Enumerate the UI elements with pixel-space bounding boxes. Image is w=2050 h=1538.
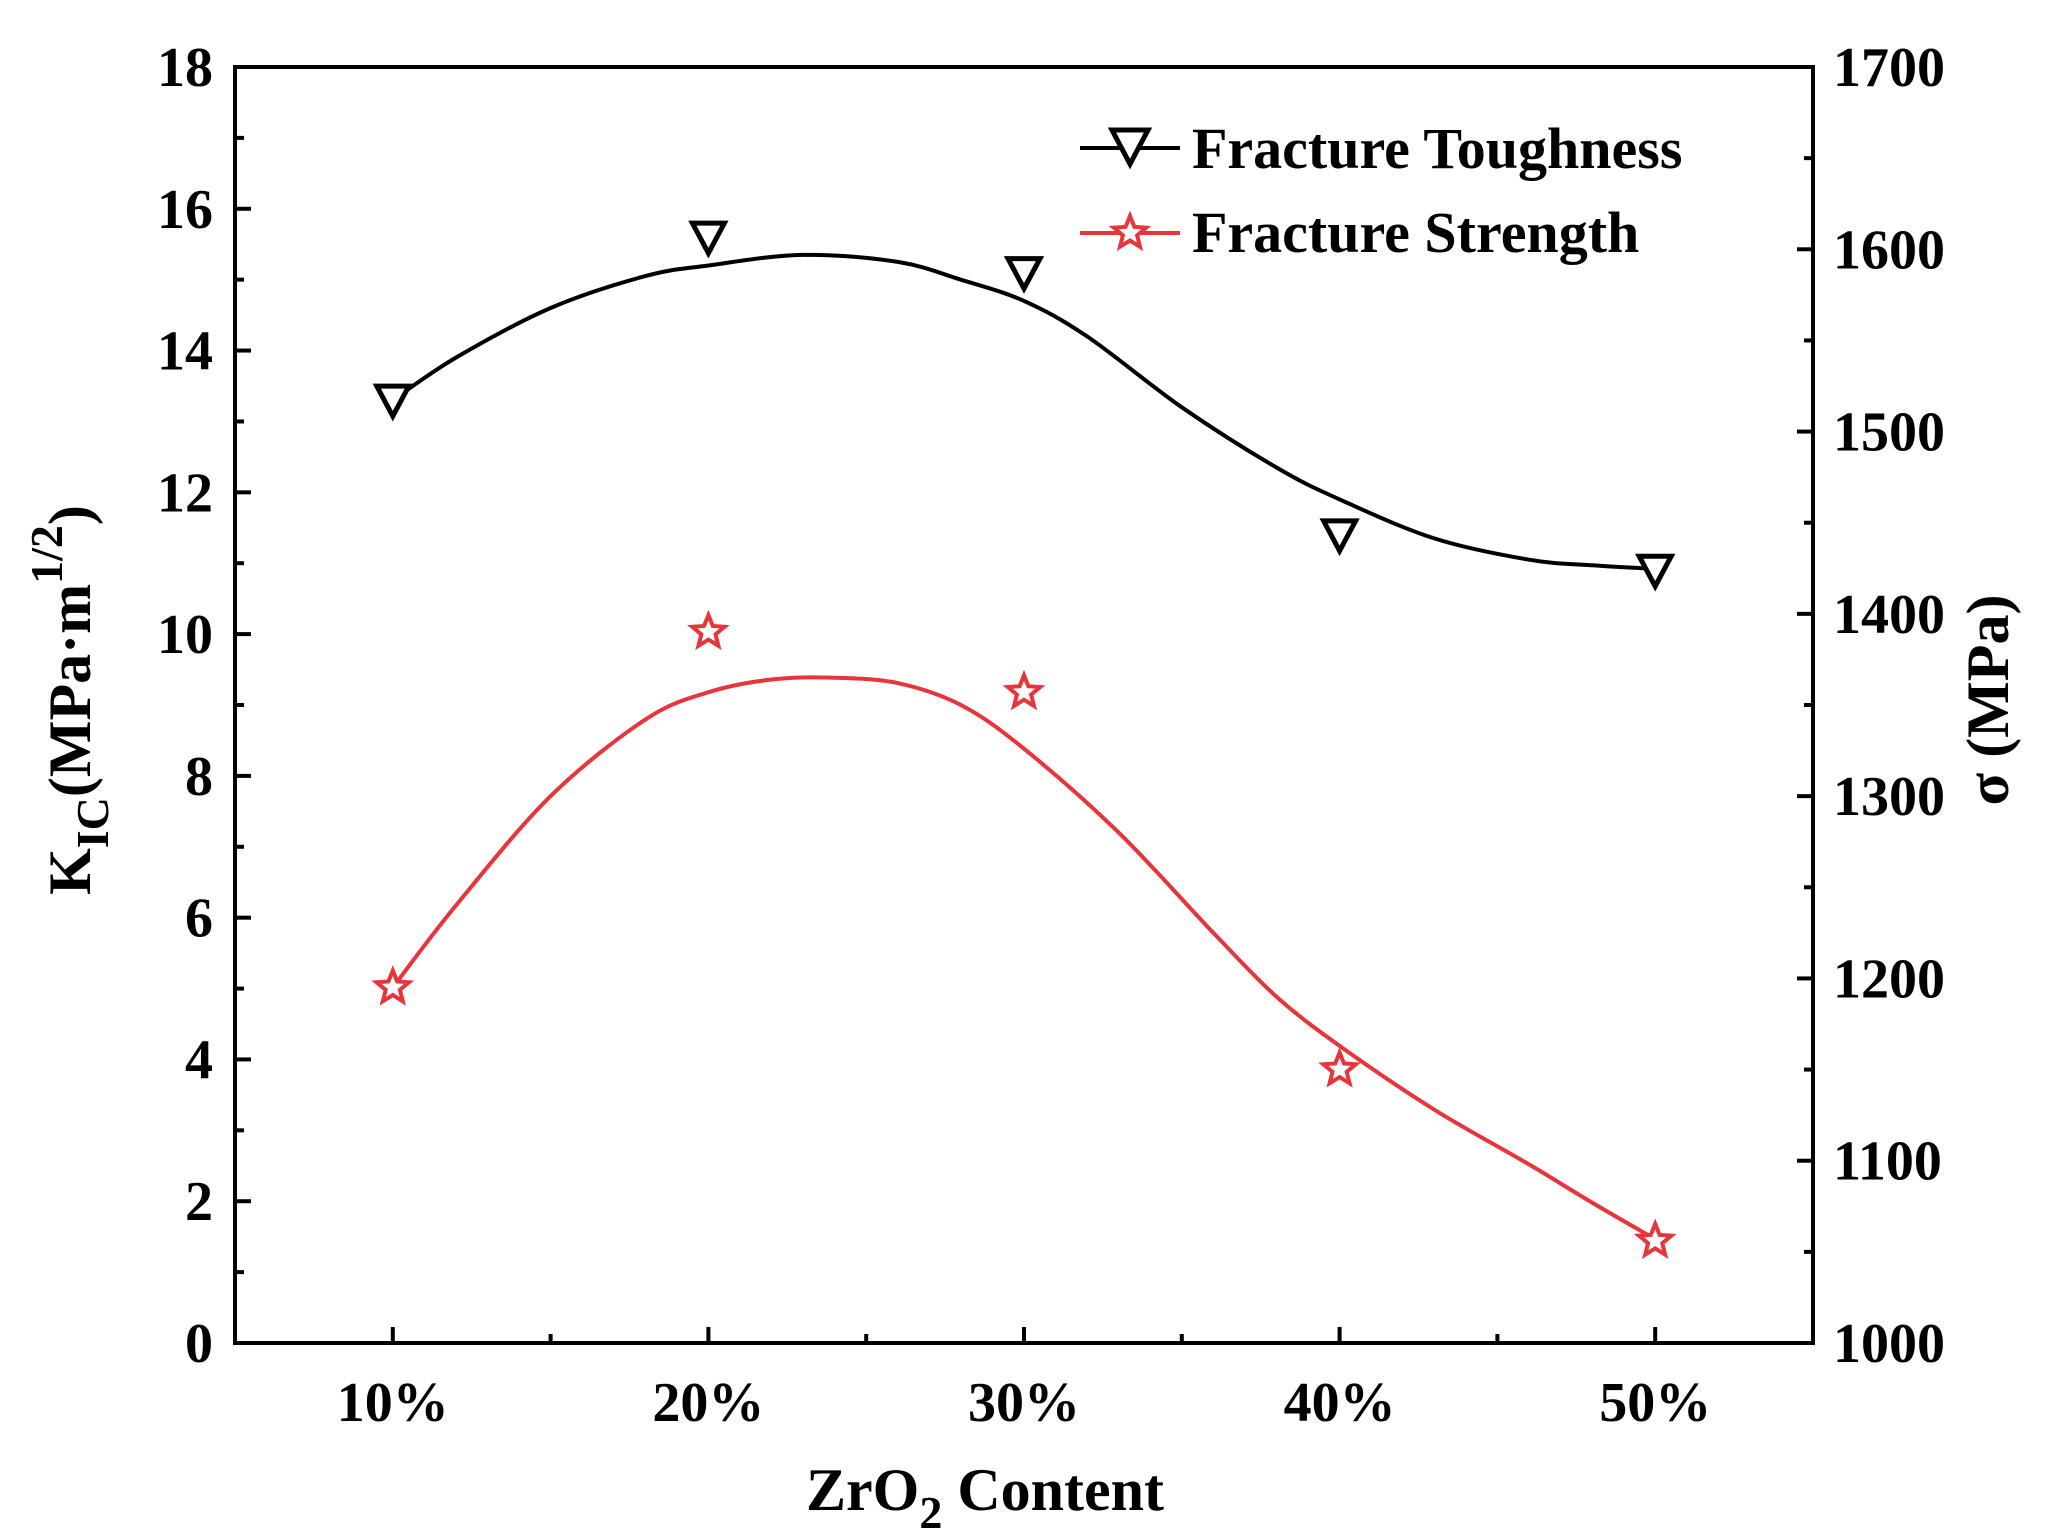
x-axis-title-sub: 2 (919, 1487, 942, 1538)
y-left-title-rest: (MPa·m (37, 584, 103, 797)
strength-fit-line (391, 675, 1657, 1241)
y-right-tick-label: 1200 (1833, 948, 1945, 1010)
y-right-tick-label: 1600 (1833, 219, 1945, 281)
legend: Fracture Toughness Fracture Strength (1080, 116, 1682, 265)
y-left-title-sub: IC (67, 797, 118, 848)
strength-point (1002, 669, 1046, 711)
data-markers (371, 220, 1677, 1260)
x-axis-title-rest: Content (942, 1457, 1164, 1523)
toughness-fit-line (391, 252, 1656, 571)
y-left-tick-label: 8 (185, 746, 213, 808)
toughness-point (688, 220, 729, 259)
y-left-tick-label: 0 (185, 1313, 213, 1375)
y-left-tick-label: 6 (185, 888, 213, 950)
x-tick-label: 30% (968, 1372, 1080, 1434)
y-left-tick-label: 4 (185, 1029, 213, 1091)
y-right-tick-label: 1400 (1833, 584, 1945, 646)
x-tick-label: 10% (337, 1372, 449, 1434)
y-right-axis-title: σ (MPa) (1955, 595, 2021, 806)
strength-point (1318, 1047, 1361, 1088)
x-tick-label: 40% (1284, 1372, 1396, 1434)
legend-label-strength: Fracture Strength (1192, 200, 1639, 265)
y-left-title-sup: 1/2 (21, 525, 72, 584)
strength-point (687, 609, 730, 651)
y-left-title-close: ) (37, 505, 103, 525)
y-left-tick-label: 12 (157, 462, 213, 524)
y-right-tick-label: 1700 (1833, 37, 1945, 99)
toughness-point (1635, 553, 1676, 592)
y-left-tick-label: 18 (157, 37, 213, 99)
axis-ticks: 0 2 4 6 8 10 12 14 16 18 1000 1100 1200 1300 1400 1500 1… (157, 37, 1945, 1434)
y-right-tick-label: 1300 (1833, 766, 1945, 828)
y-left-tick-label: 2 (185, 1171, 213, 1233)
y-left-title-main: K (37, 848, 103, 895)
legend-marker-star-icon (1108, 210, 1152, 252)
y-left-tick-label: 16 (157, 179, 213, 241)
x-axis-title: ZrO2 Content (806, 1457, 1164, 1538)
x-axis-title-main: ZrO (806, 1457, 919, 1523)
x-tick-label: 20% (652, 1372, 764, 1434)
y-left-tick-label: 14 (157, 321, 213, 383)
y-right-tick-label: 1100 (1833, 1131, 1942, 1193)
legend-item-toughness: Fracture Toughness (1080, 116, 1682, 181)
y-left-axis-title: KIC(MPa·m1/2) (21, 505, 118, 895)
x-tick-label: 50% (1599, 1372, 1711, 1434)
fit-curves (391, 252, 1657, 1241)
legend-label-toughness: Fracture Toughness (1192, 116, 1682, 181)
y-left-tick-label: 10 (157, 604, 213, 666)
legend-item-strength: Fracture Strength (1080, 200, 1639, 265)
toughness-point (1319, 518, 1360, 557)
strength-point (371, 965, 415, 1006)
y-right-tick-label: 1000 (1833, 1313, 1945, 1375)
toughness-point (1003, 256, 1045, 294)
toughness-point (372, 383, 413, 422)
y-right-tick-label: 1500 (1833, 402, 1945, 464)
legend-marker-triangle-icon (1107, 127, 1153, 170)
strength-point (1633, 1218, 1677, 1260)
